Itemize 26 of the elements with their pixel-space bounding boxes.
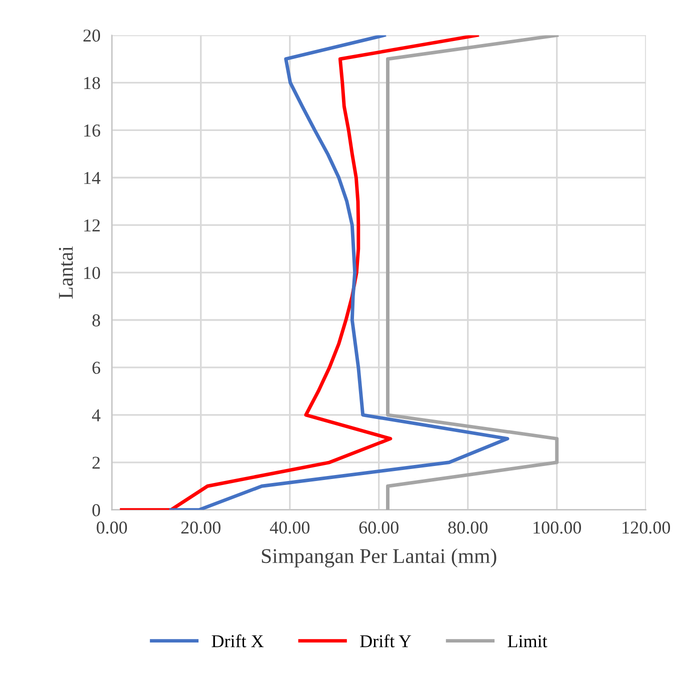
line-series (120, 35, 479, 510)
y-axis-title: Lantai (58, 246, 73, 299)
x-tick-label: 80.00 (448, 521, 488, 534)
x-axis-title: Simpangan Per Lantai (mm) (262, 548, 496, 568)
y-tick-label: 4 (92, 409, 100, 422)
x-tick-label: 20.00 (181, 521, 220, 534)
x-tick-label: 40.00 (270, 521, 310, 534)
x-tick-label: 120.00 (622, 521, 670, 534)
line-series (169, 35, 510, 510)
y-tick-label: 2 (92, 456, 100, 469)
legend-label: Drift Y (360, 634, 412, 648)
y-tick-label: 18 (84, 76, 100, 90)
y-tick-label: 0 (92, 504, 100, 516)
legend-label: Drift X (212, 634, 264, 648)
y-tick-label: 14 (84, 172, 100, 184)
y-tick-label: 8 (92, 314, 100, 326)
y-tick-label: 10 (84, 266, 100, 279)
y-tick-label: 20 (83, 30, 100, 42)
x-tick-label: 0.00 (96, 521, 127, 534)
x-tick-label: 60.00 (359, 521, 398, 534)
y-tick-label: 6 (92, 362, 100, 374)
x-tick-label: 100.00 (534, 521, 582, 534)
line-series (386, 35, 559, 510)
y-tick-label: 16 (84, 124, 100, 137)
legend-label: Limit (508, 635, 548, 648)
y-tick-label: 12 (84, 219, 100, 232)
